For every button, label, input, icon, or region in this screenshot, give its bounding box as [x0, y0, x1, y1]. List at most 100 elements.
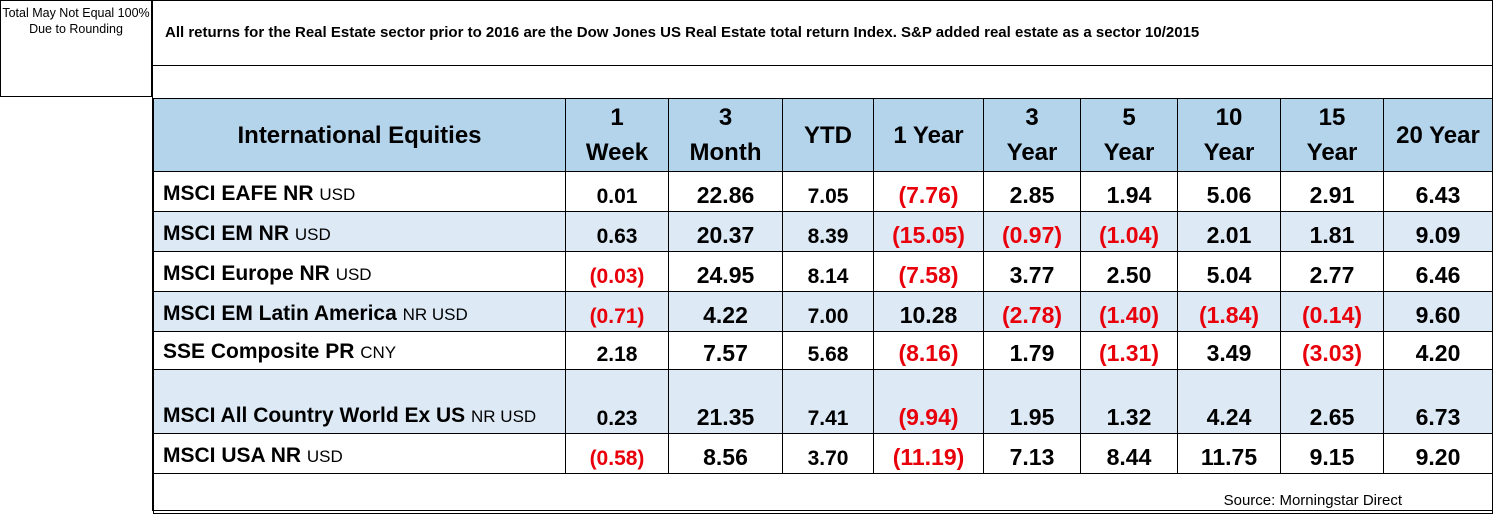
return-value: (0.14) [1280, 291, 1384, 332]
return-value: (3.03) [1280, 331, 1384, 370]
index-currency: NR USD [471, 407, 537, 426]
return-value: 5.06 [1177, 171, 1281, 212]
return-value: 3.49 [1177, 331, 1281, 370]
return-value: 6.46 [1383, 251, 1493, 292]
returns-panel: All returns for the Real Estate sector p… [152, 0, 1493, 514]
return-value: (7.76) [873, 171, 984, 212]
return-value: 3.70 [782, 433, 874, 474]
return-value: 2.85 [983, 171, 1081, 212]
return-value: 8.39 [782, 211, 874, 252]
return-value: 9.15 [1280, 433, 1384, 474]
return-value: 7.00 [782, 291, 874, 332]
return-value: (1.84) [1177, 291, 1281, 332]
col-header: 20 Year [1383, 98, 1493, 172]
rounding-note: Total May Not Equal 100% Due to Rounding [0, 0, 152, 97]
return-value: (7.58) [873, 251, 984, 292]
index-name: MSCI Europe NR USD [153, 251, 566, 292]
table-row: MSCI Europe NR USD (0.03) 24.95 8.14 (7.58) 3… [153, 251, 1493, 292]
return-value: 9.20 [1383, 433, 1493, 474]
return-value: (0.58) [565, 433, 669, 474]
index-currency: USD [306, 447, 343, 466]
index-name-text: MSCI EM NR [163, 222, 295, 245]
col-header: 5 Year [1080, 98, 1178, 172]
index-currency: USD [319, 185, 356, 204]
return-value: 0.23 [565, 369, 669, 434]
return-value: 7.57 [668, 331, 783, 370]
return-value: 5.04 [1177, 251, 1281, 292]
return-value: 8.44 [1080, 433, 1178, 474]
table-title: International Equities [153, 98, 566, 172]
return-value: 2.01 [1177, 211, 1281, 252]
return-value: (0.97) [983, 211, 1081, 252]
index-name: MSCI USA NR USD [153, 433, 566, 474]
return-value: 1.95 [983, 369, 1081, 434]
col-header: 1 Week [565, 98, 669, 172]
index-currency: USD [294, 225, 331, 244]
return-value: 5.68 [782, 331, 874, 370]
blank-row [153, 66, 1492, 98]
return-value: 10.28 [873, 291, 984, 332]
disclaimer: All returns for the Real Estate sector p… [153, 1, 1492, 66]
return-value: (0.03) [565, 251, 669, 292]
returns-table: International Equities 1 Week 3 Month YTD … [153, 98, 1493, 514]
return-value: 4.24 [1177, 369, 1281, 434]
index-currency: USD [335, 265, 372, 284]
return-value: 2.18 [565, 331, 669, 370]
index-name-text: SSE Composite PR [163, 340, 361, 363]
return-value: 8.56 [668, 433, 783, 474]
return-value: 1.94 [1080, 171, 1178, 212]
col-header: YTD [782, 98, 874, 172]
index-name-text: MSCI Europe NR [163, 262, 336, 285]
index-name: MSCI EM Latin America NR USD [153, 291, 566, 332]
return-value: (0.71) [565, 291, 669, 332]
index-name: SSE Composite PR CNY [153, 331, 566, 370]
return-value: 6.43 [1383, 171, 1493, 212]
return-value: 9.60 [1383, 291, 1493, 332]
return-value: 20.37 [668, 211, 783, 252]
return-value: (15.05) [873, 211, 984, 252]
return-value: 7.13 [983, 433, 1081, 474]
return-value: 2.91 [1280, 171, 1384, 212]
table-row: MSCI All Country World Ex US NR USD 0.23 2… [153, 369, 1493, 434]
index-name: MSCI EM NR USD [153, 211, 566, 252]
index-currency: CNY [360, 343, 397, 362]
source-row: Source: Morningstar Direct [153, 473, 1493, 514]
return-value: 4.20 [1383, 331, 1493, 370]
return-value: 1.81 [1280, 211, 1384, 252]
return-value: 2.65 [1280, 369, 1384, 434]
col-header: 15 Year [1280, 98, 1384, 172]
return-value: 11.75 [1177, 433, 1281, 474]
return-value: (1.40) [1080, 291, 1178, 332]
return-value: 1.32 [1080, 369, 1178, 434]
rounding-note-text: Total May Not Equal 100% Due to Rounding [2, 6, 150, 36]
return-value: (1.04) [1080, 211, 1178, 252]
return-value: 1.79 [983, 331, 1081, 370]
return-value: (1.31) [1080, 331, 1178, 370]
return-value: 2.77 [1280, 251, 1384, 292]
table-row: MSCI USA NR USD (0.58) 8.56 3.70 (11.19) 7.13… [153, 433, 1493, 474]
table-row: MSCI EM Latin America NR USD (0.71) 4.22 7.… [153, 291, 1493, 332]
index-name: MSCI All Country World Ex US NR USD [153, 369, 566, 434]
index-name-text: MSCI All Country World Ex US [163, 404, 472, 427]
col-header: 3 Month [668, 98, 783, 172]
index-name-text: MSCI USA NR [163, 444, 307, 467]
table-row: MSCI EAFE NR USD 0.01 22.86 7.05 (7.76) 2.85 1… [153, 171, 1493, 212]
return-value: 24.95 [668, 251, 783, 292]
return-value: 0.01 [565, 171, 669, 212]
index-currency: NR USD [402, 305, 468, 324]
return-value: 3.77 [983, 251, 1081, 292]
return-value: 0.63 [565, 211, 669, 252]
return-value: (8.16) [873, 331, 984, 370]
return-value: 9.09 [1383, 211, 1493, 252]
return-value: 21.35 [668, 369, 783, 434]
return-value: 7.41 [782, 369, 874, 434]
header-row: International Equities 1 Week 3 Month YTD … [153, 98, 1493, 172]
col-header: 1 Year [873, 98, 984, 172]
return-value: 22.86 [668, 171, 783, 212]
return-value: 8.14 [782, 251, 874, 292]
return-value: 6.73 [1383, 369, 1493, 434]
source-note: Source: Morningstar Direct [153, 473, 1493, 514]
return-value: 4.22 [668, 291, 783, 332]
return-value: 2.50 [1080, 251, 1178, 292]
return-value: (9.94) [873, 369, 984, 434]
